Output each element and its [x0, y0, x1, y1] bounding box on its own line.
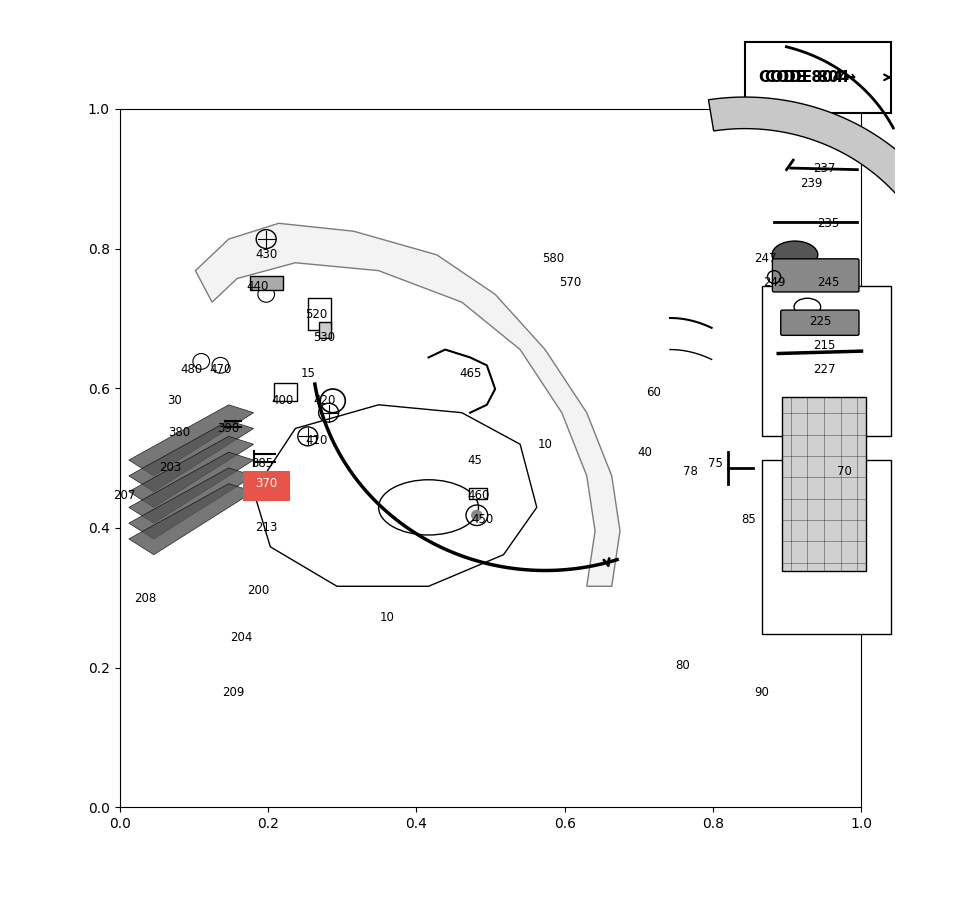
Ellipse shape	[794, 298, 821, 316]
Text: 85: 85	[742, 512, 756, 526]
Text: 370: 370	[256, 477, 278, 490]
Bar	[308, 298, 331, 330]
Text: 204: 204	[230, 631, 253, 644]
Text: 465: 465	[459, 366, 481, 380]
Bar	[319, 322, 331, 337]
Text: 245: 245	[817, 276, 839, 289]
PathPatch shape	[129, 452, 254, 523]
Text: 237: 237	[812, 161, 835, 174]
Text: 40: 40	[637, 445, 653, 459]
Text: 239: 239	[800, 178, 823, 190]
Text: 420: 420	[313, 395, 336, 407]
Text: 249: 249	[763, 276, 786, 289]
Text: 215: 215	[812, 339, 835, 352]
Text: 200: 200	[247, 584, 269, 597]
Ellipse shape	[772, 241, 818, 268]
PathPatch shape	[129, 421, 254, 492]
Text: CODE 804→: CODE 804→	[759, 70, 856, 85]
Text: 580: 580	[543, 252, 565, 266]
FancyBboxPatch shape	[745, 42, 891, 112]
PathPatch shape	[129, 483, 254, 555]
Text: 10: 10	[380, 611, 394, 624]
FancyBboxPatch shape	[243, 471, 290, 501]
Text: 460: 460	[467, 489, 490, 502]
Circle shape	[471, 510, 482, 521]
PathPatch shape	[129, 405, 254, 476]
Text: 390: 390	[217, 422, 240, 435]
Text: 520: 520	[305, 307, 327, 320]
Text: 227: 227	[812, 363, 835, 375]
Text: 400: 400	[272, 395, 294, 407]
Bar	[250, 276, 283, 290]
Text: 235: 235	[817, 217, 839, 229]
Bar	[274, 384, 297, 401]
Text: 385: 385	[251, 457, 273, 471]
Text: 60: 60	[646, 386, 660, 399]
Text: MERCEDES BENZ - A2128800444    N - 370: MERCEDES BENZ - A2128800444 N - 370	[17, 847, 940, 885]
PathPatch shape	[195, 223, 620, 586]
Text: 570: 570	[559, 276, 581, 289]
FancyBboxPatch shape	[772, 258, 859, 292]
Text: 380: 380	[167, 426, 189, 439]
Text: 45: 45	[467, 454, 481, 466]
FancyBboxPatch shape	[762, 460, 891, 634]
Text: 430: 430	[256, 249, 278, 261]
PathPatch shape	[129, 436, 254, 507]
Text: 225: 225	[809, 316, 831, 328]
Text: 213: 213	[255, 521, 278, 533]
Text: 480: 480	[180, 363, 202, 375]
FancyBboxPatch shape	[762, 287, 891, 436]
FancyBboxPatch shape	[781, 310, 859, 336]
Text: 70: 70	[837, 465, 853, 478]
Text: 78: 78	[683, 465, 699, 478]
Text: 90: 90	[754, 687, 769, 699]
Text: 450: 450	[472, 512, 494, 526]
Text: 470: 470	[210, 363, 232, 375]
Text: 410: 410	[305, 434, 327, 447]
Text: 30: 30	[167, 395, 182, 407]
PathPatch shape	[708, 97, 952, 232]
Bar	[469, 488, 487, 500]
Text: 75: 75	[708, 457, 723, 471]
PathPatch shape	[129, 468, 254, 539]
Text: 10: 10	[538, 438, 552, 451]
Ellipse shape	[379, 480, 478, 535]
Text: 15: 15	[300, 366, 315, 380]
Text: 207: 207	[114, 489, 136, 502]
Text: 209: 209	[222, 687, 244, 699]
PathPatch shape	[254, 405, 537, 586]
Text: 440: 440	[247, 280, 269, 293]
Text: CODE 804: CODE 804	[766, 70, 850, 85]
Bar	[783, 397, 866, 571]
Text: 247: 247	[754, 252, 777, 266]
Text: 530: 530	[313, 331, 336, 345]
Text: 208: 208	[134, 591, 157, 605]
Text: 203: 203	[159, 462, 182, 474]
Text: 80: 80	[675, 658, 690, 672]
